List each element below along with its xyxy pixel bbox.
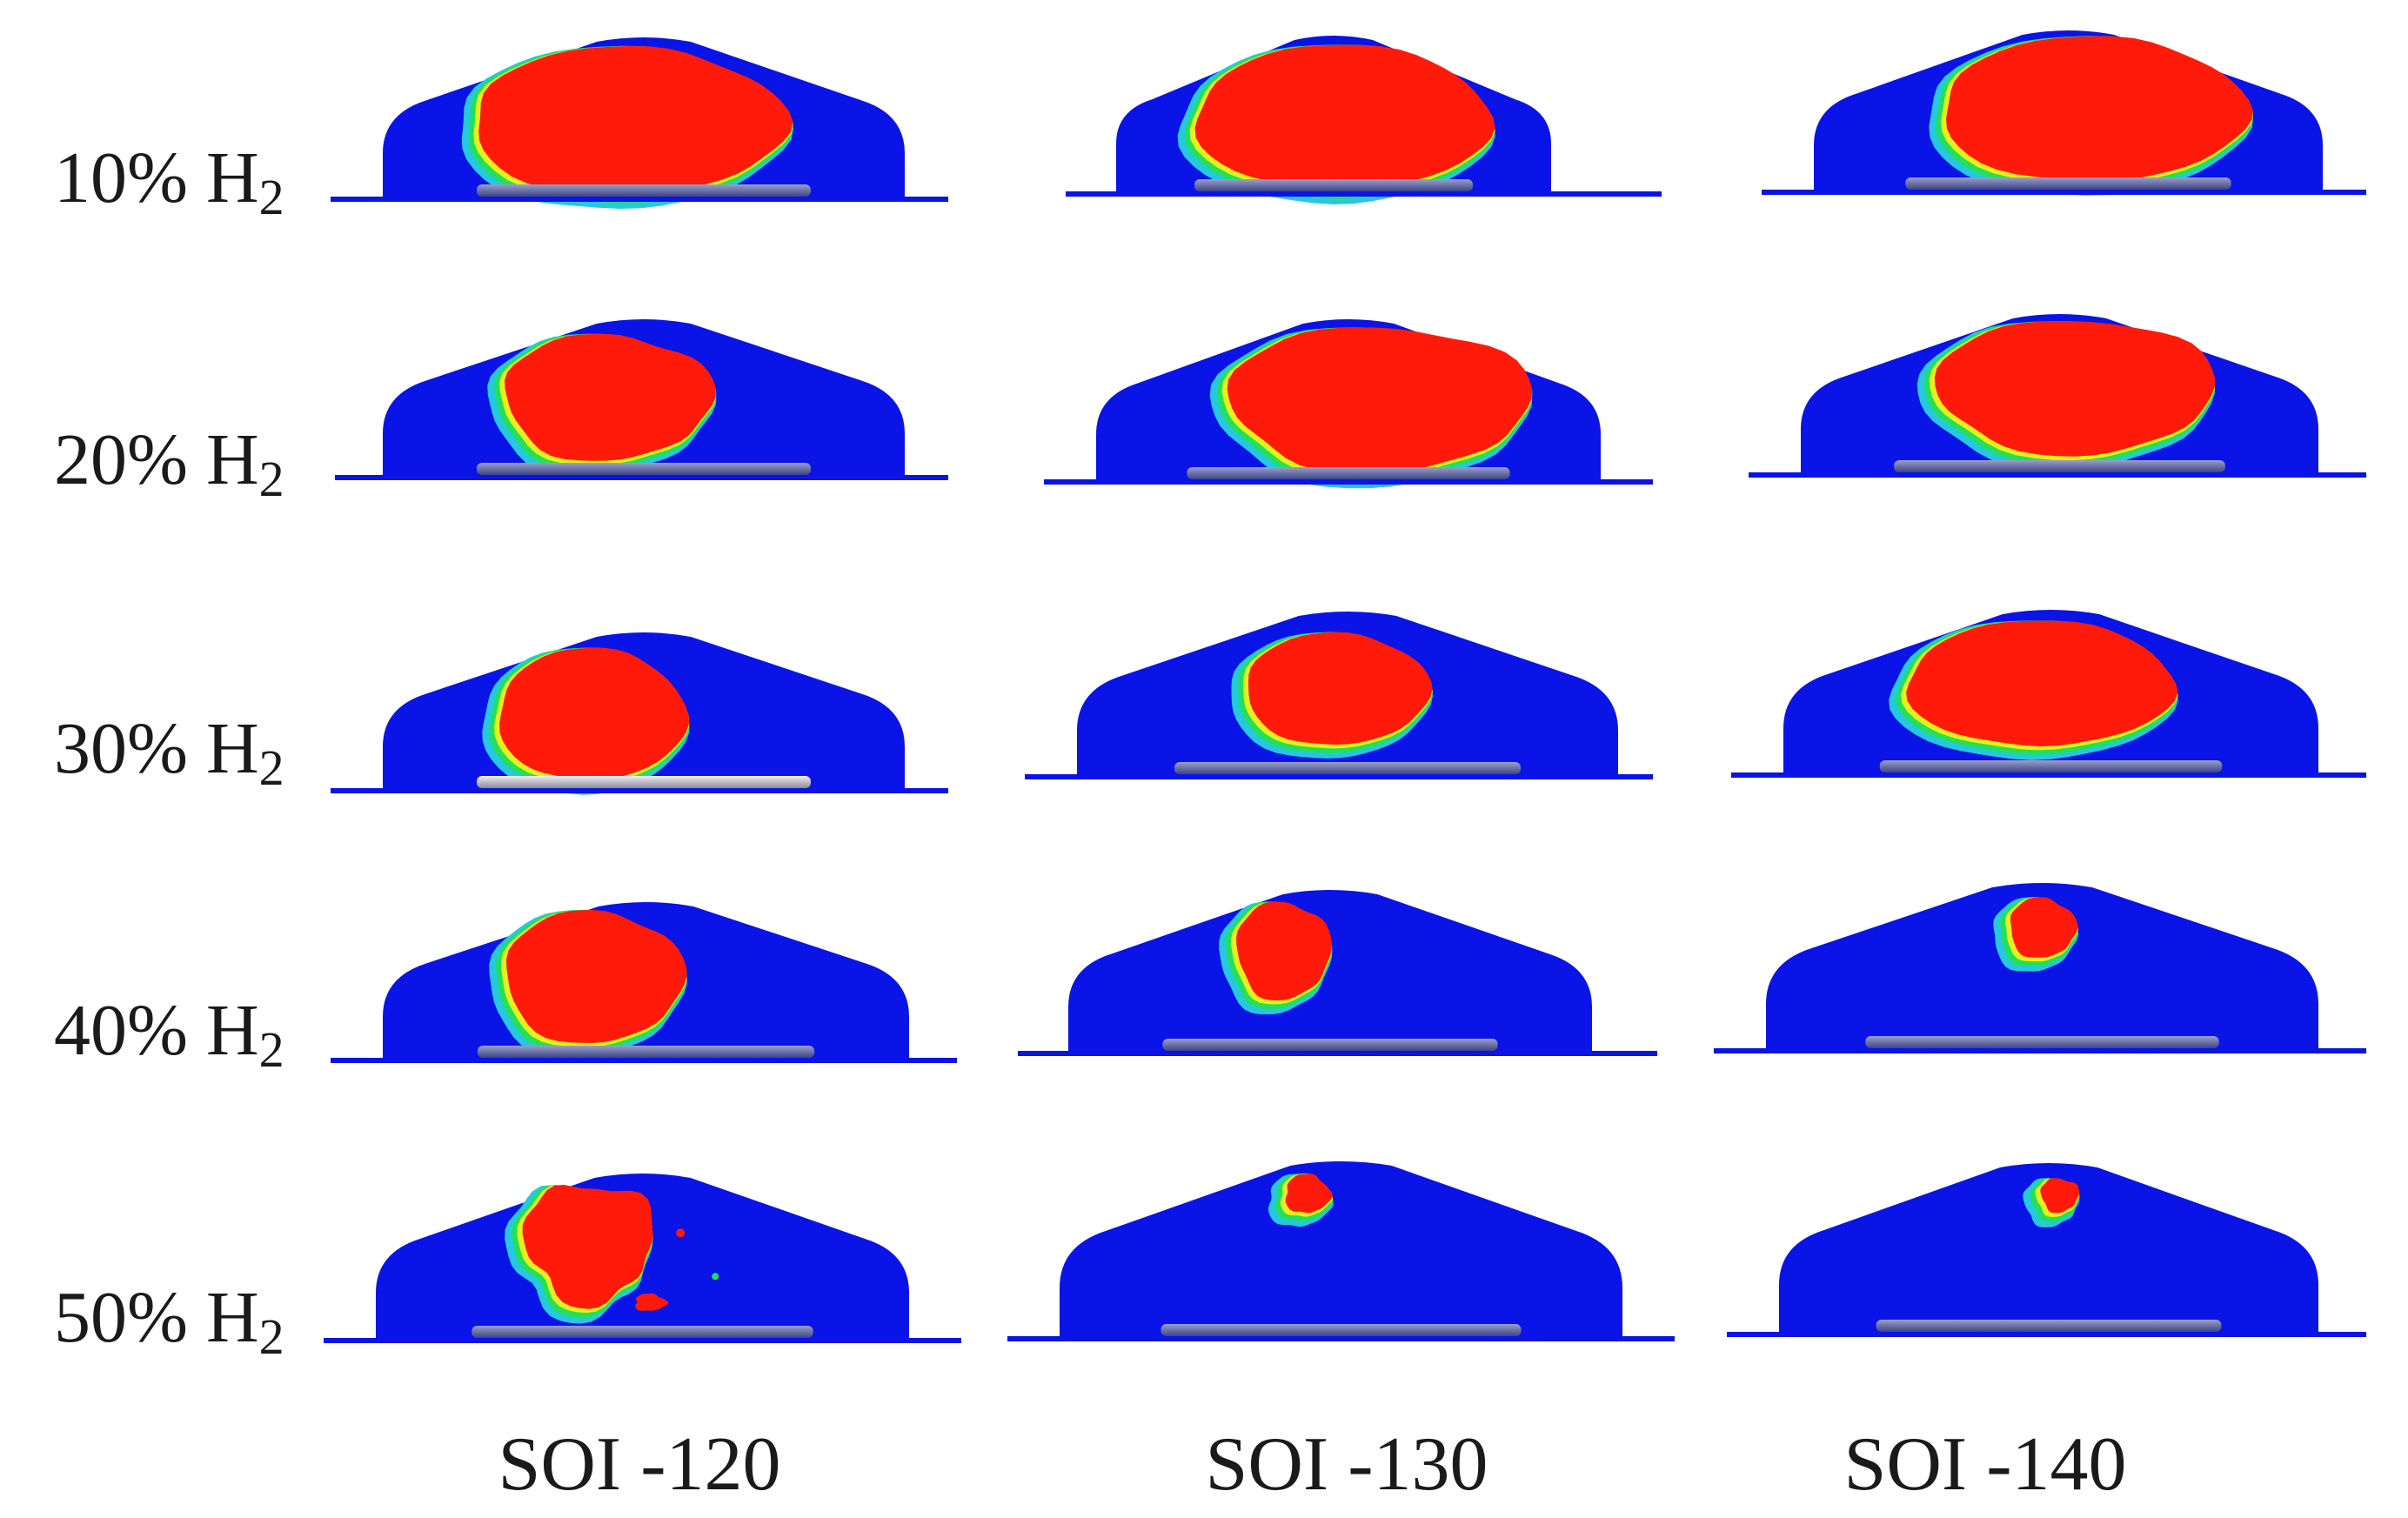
column-label-soi-120: SOI -120 — [498, 1422, 780, 1507]
panel-soi-120-h2-10-plume-core — [478, 46, 793, 196]
panel-soi-130-h2-20-plume-core — [1227, 327, 1533, 474]
panel-soi-130-h2-10-piston-insert — [1194, 179, 1473, 191]
panel-soi-140-h2-30-plume-core — [1906, 620, 2178, 746]
panel-soi-120-h2-20-base-line — [335, 475, 948, 480]
panel-soi-120-h2-50-piston-insert — [472, 1326, 813, 1338]
row-label-20-percent: 20% H2 — [54, 419, 284, 507]
panel-soi-120-h2-20-plume-core — [505, 333, 716, 461]
panel-soi-130-h2-20 — [1044, 319, 1653, 489]
panel-soi-120-h2-40-piston-insert — [477, 1046, 815, 1058]
row-label-10-percent: 10% H2 — [54, 137, 284, 225]
panel-soi-120-h2-50-plume-fragment — [635, 1293, 669, 1311]
panel-soi-130-h2-50-piston-insert — [1161, 1324, 1522, 1336]
panel-soi-140-h2-20-piston-insert — [1894, 460, 2225, 472]
panel-soi-120-h2-50-base-line — [324, 1338, 961, 1343]
panel-soi-120-h2-10-piston-insert — [477, 184, 811, 197]
panel-soi-120-h2-30-base-line — [331, 788, 948, 793]
panel-soi-130-h2-40 — [1018, 890, 1657, 1056]
row-label-40-percent: 40% H2 — [54, 990, 284, 1078]
panel-soi-130-h2-30-base-line — [1025, 774, 1653, 779]
panel-soi-130-h2-40-plume-core — [1236, 901, 1332, 1000]
panel-soi-130-h2-20-base-line — [1044, 479, 1653, 485]
panel-soi-130-h2-10 — [1066, 36, 1662, 204]
panel-soi-120-h2-30-plume-core — [499, 647, 689, 781]
panel-soi-130-h2-50 — [1007, 1161, 1675, 1341]
panel-soi-140-h2-10-plume-core — [1946, 36, 2253, 182]
panel-soi-140-h2-40-base-line — [1714, 1048, 2366, 1053]
column-label-soi-130: SOI -130 — [1205, 1422, 1488, 1507]
panel-soi-120-h2-10-base-line — [331, 197, 948, 202]
panel-soi-120-h2-40-base-line — [331, 1058, 957, 1063]
panel-soi-120-h2-20-piston-insert — [477, 463, 811, 475]
panel-soi-140-h2-50 — [1727, 1163, 2366, 1337]
panel-soi-130-h2-30-plume-core — [1248, 632, 1433, 745]
panel-soi-140-h2-40-plume-core — [2010, 897, 2078, 958]
panel-soi-130-h2-50-base-line — [1007, 1336, 1675, 1341]
panel-soi-130-h2-40-chamber-body — [1068, 890, 1592, 1053]
column-labels: SOI -120 SOI -130 SOI -140 — [498, 1422, 2126, 1507]
panel-soi-120-h2-40 — [331, 902, 957, 1063]
panel-soi-130-h2-50-chamber-body — [1060, 1161, 1622, 1338]
panel-soi-120-h2-30 — [331, 632, 948, 795]
panel-soi-120-h2-30-piston-insert — [477, 776, 811, 788]
panel-soi-140-h2-40 — [1714, 883, 2366, 1053]
panel-soi-120-h2-50-plume-speck-green — [712, 1273, 719, 1281]
panel-soi-130-h2-10-plume-core — [1194, 44, 1495, 191]
panel-soi-140-h2-50-piston-insert — [1876, 1320, 2222, 1332]
panel-soi-140-h2-10-piston-insert — [1905, 177, 2231, 190]
panel-soi-140-h2-20-plume-core — [1934, 321, 2215, 457]
panel-soi-120-h2-40-plume-core — [505, 910, 687, 1043]
panel-soi-120-h2-50-plume-core — [522, 1185, 653, 1309]
panel-soi-120-h2-50 — [324, 1174, 961, 1343]
panel-soi-140-h2-30 — [1731, 610, 2366, 778]
panel-soi-140-h2-20 — [1749, 314, 2366, 478]
panel-soi-130-h2-10-base-line — [1066, 191, 1662, 197]
panel-soi-140-h2-30-piston-insert — [1879, 760, 2223, 772]
panel-soi-140-h2-50-chamber-body — [1779, 1163, 2318, 1334]
panel-soi-120-h2-50-plume-speck — [676, 1228, 686, 1238]
panel-soi-140-h2-20-base-line — [1749, 472, 2366, 478]
panel-soi-140-h2-10 — [1762, 30, 2366, 196]
row-label-50-percent: 50% H2 — [54, 1277, 284, 1365]
panel-soi-130-h2-30-piston-insert — [1174, 762, 1522, 774]
panel-soi-140-h2-50-plume-core — [2040, 1178, 2080, 1214]
panel-soi-140-h2-40-piston-insert — [1865, 1036, 2219, 1048]
column-label-soi-140: SOI -140 — [1843, 1422, 2126, 1507]
panel-soi-120-h2-10 — [331, 37, 948, 210]
row-label-30-percent: 30% H2 — [54, 708, 284, 796]
panel-soi-140-h2-50-base-line — [1727, 1332, 2366, 1337]
panel-soi-130-h2-50-plume-core — [1285, 1174, 1333, 1214]
panel-soi-140-h2-10-base-line — [1762, 190, 2366, 195]
panel-soi-120-h2-20 — [335, 319, 948, 480]
panel-soi-140-h2-30-base-line — [1731, 772, 2366, 778]
row-labels: 10% H2 20% H2 30% H2 40% H2 50% H2 — [54, 137, 284, 1365]
panel-grid — [324, 30, 2366, 1343]
panel-soi-130-h2-30 — [1025, 612, 1653, 779]
panel-soi-130-h2-20-piston-insert — [1187, 467, 1510, 479]
panel-soi-130-h2-40-piston-insert — [1162, 1039, 1498, 1051]
panel-soi-130-h2-40-base-line — [1018, 1051, 1657, 1056]
